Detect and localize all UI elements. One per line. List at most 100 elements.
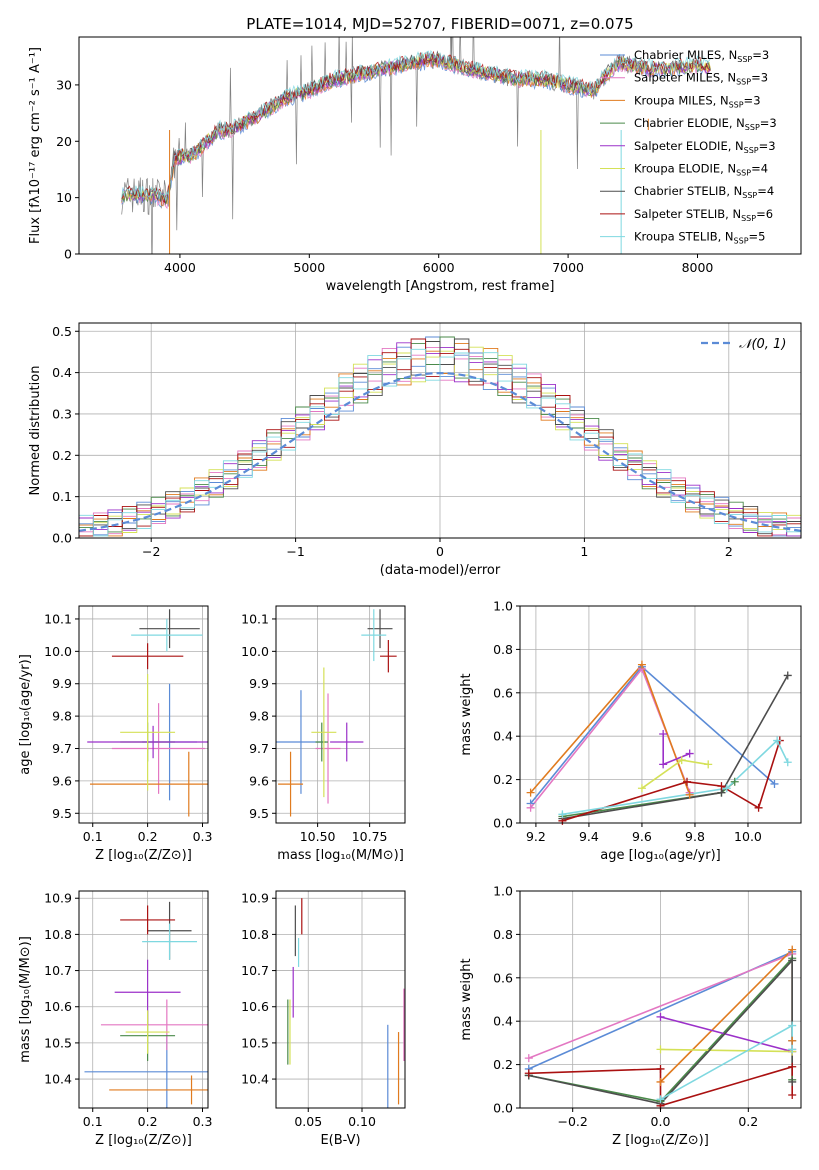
plot-area-age-mass [276, 609, 397, 817]
legend-series-name: Kroupa ELODIE [634, 162, 720, 176]
legend-nssp-eq: = [752, 48, 762, 62]
plot-area-weight-Z [528, 947, 793, 1107]
weight-marker-8-2 [773, 736, 782, 745]
x-tick-label: −0.2 [558, 1114, 588, 1129]
plot-area-age-Z [87, 609, 208, 817]
weight-marker-5-1 [677, 756, 686, 765]
x-axis-label: wavelength [Angstrom, rest frame] [326, 279, 555, 294]
legend-nssp-eq: = [751, 71, 761, 85]
x-tick-label: 9.4 [579, 829, 599, 844]
axes-frame [275, 605, 406, 824]
legend-label-2: Kroupa MILES, NSSP=3 [634, 93, 761, 109]
y-tick-label: 10.9 [44, 891, 72, 906]
weight-marker-2-1 [637, 660, 646, 669]
legend-series-name: Salpeter STELIB [634, 207, 725, 221]
y-tick-label: 0.0 [52, 531, 72, 546]
weight-marker-2-0 [526, 788, 535, 797]
axes-frame [519, 605, 802, 824]
weight-marker-7-2 [717, 782, 726, 791]
weight-marker-2-2 [685, 790, 694, 799]
y-axis-label: mass weight [459, 958, 474, 1040]
y-tick-label: 10.4 [241, 1072, 269, 1087]
legend-nssp-prefix: , N [728, 139, 744, 153]
axes-frame [78, 605, 209, 824]
axes-frame [275, 890, 406, 1109]
legend-nssp-value: 3 [768, 139, 775, 153]
x-tick-label: 10.50 [300, 829, 336, 844]
y-tick-label: 9.7 [52, 741, 72, 756]
y-tick-label: 9.9 [52, 676, 72, 691]
y-tick-label: 10.7 [44, 963, 72, 978]
x-tick-label: 0.0 [651, 1114, 671, 1129]
weight-marker-5-0 [656, 1045, 665, 1054]
legend-nssp-prefix: , N [721, 48, 737, 62]
weight-line-5 [660, 1048, 793, 1053]
legend-nssp-eq: = [749, 230, 759, 244]
weight-marker-5-2 [704, 760, 713, 769]
y-tick-label: 0.8 [493, 642, 513, 657]
weight-marker-7-3 [788, 1062, 797, 1071]
y-axis-label: Flux [fλ10⁻¹⁷ erg cm⁻² s⁻¹ A⁻¹] [28, 47, 43, 244]
y-tick-label: 0.2 [493, 1057, 513, 1072]
legend-nssp-sub: SSP [741, 214, 756, 223]
weight-line-5 [641, 759, 709, 789]
x-tick-label: 0.2 [138, 829, 158, 844]
x-tick-label: 0.3 [193, 829, 213, 844]
y-tick-label: 10.8 [241, 927, 269, 942]
y-tick-label: 0.0 [493, 1101, 513, 1116]
weight-line-6 [528, 958, 793, 1105]
legend-nssp-value: 3 [762, 48, 769, 62]
panel-residuals: 𝒩(0, 1) −2 −1 0 1 2 0.0 0.1 0.2 0.3 0.4 0.5 (data-mo… [28, 322, 802, 578]
legend-nssp-sub: SSP [742, 191, 757, 200]
y-tick-label: 0.2 [493, 772, 513, 787]
y-tick-label: 10.6 [44, 999, 72, 1014]
legend-label-5: Kroupa ELODIE, NSSP=4 [634, 162, 768, 178]
legend-nssp-prefix: , N [729, 116, 745, 130]
legend-label-7: Salpeter STELIB, NSSP=6 [634, 207, 773, 223]
legend-nssp-prefix: , N [725, 207, 741, 221]
y-tick-label: 10.7 [241, 963, 269, 978]
x-axis-label: Z [log₁₀(Z/Z⊙)] [95, 1133, 192, 1148]
weight-marker-6-3 [788, 1077, 797, 1086]
y-tick-label: 0.6 [493, 685, 513, 700]
x-tick-label: 2 [725, 544, 733, 559]
legend-label-1: Salpeter MILES, NSSP=3 [634, 71, 768, 87]
legend-nssp-sub: SSP [729, 100, 744, 109]
weight-marker-2-2 [788, 1036, 797, 1045]
y-tick-label: 10.4 [44, 1072, 72, 1087]
gaussian-curve [79, 371, 801, 532]
legend-label-3: Chabrier ELODIE, NSSP=3 [634, 116, 777, 132]
y-tick-label: 9.5 [249, 806, 269, 821]
legend-nssp-eq: = [759, 139, 769, 153]
legend-nssp-eq: = [744, 93, 754, 107]
y-tick-label: 9.8 [52, 709, 72, 724]
plot-area-spectrum [121, 37, 711, 254]
chart-title: PLATE=1014, MJD=52707, FIBERID=0071, z=0… [246, 15, 633, 33]
plot-area-mass-Z [84, 901, 208, 1108]
y-tick-label: 9.6 [52, 773, 72, 788]
legend-gaussian-label: 𝒩(0, 1) [739, 337, 786, 352]
legend-label-6: Chabrier STELIB, NSSP=4 [634, 184, 774, 200]
y-tick-label: 0 [64, 247, 72, 262]
y-tick-label: 10.5 [241, 1035, 269, 1050]
legend-series-name: Chabrier MILES [634, 48, 721, 62]
legend-nssp-eq: = [760, 116, 770, 130]
x-axis-label: Z [log₁₀(Z/Z⊙)] [95, 848, 192, 863]
x-tick-label: 9.8 [685, 829, 705, 844]
x-tick-label: 0.2 [138, 1114, 158, 1129]
y-tick-label: 9.8 [249, 709, 269, 724]
y-tick-label: 10.1 [44, 611, 72, 626]
y-tick-label: 30 [56, 77, 72, 92]
legend-nssp-value: 3 [761, 71, 768, 85]
y-tick-label: 10.0 [241, 644, 269, 659]
x-tick-label: 6000 [423, 260, 455, 275]
panel-mass-ebv: 0.05 0.10 10.4 10.5 10.6 10.7 10.8 10.9 E(B-V) [241, 890, 406, 1148]
y-tick-label: 9.9 [249, 676, 269, 691]
legend-nssp-prefix: , N [726, 184, 742, 198]
legend-nssp-prefix: , N [713, 93, 729, 107]
legend-series-name: Chabrier ELODIE [634, 116, 729, 130]
y-tick-label: 10.1 [241, 611, 269, 626]
weight-marker-2-1 [788, 945, 797, 954]
